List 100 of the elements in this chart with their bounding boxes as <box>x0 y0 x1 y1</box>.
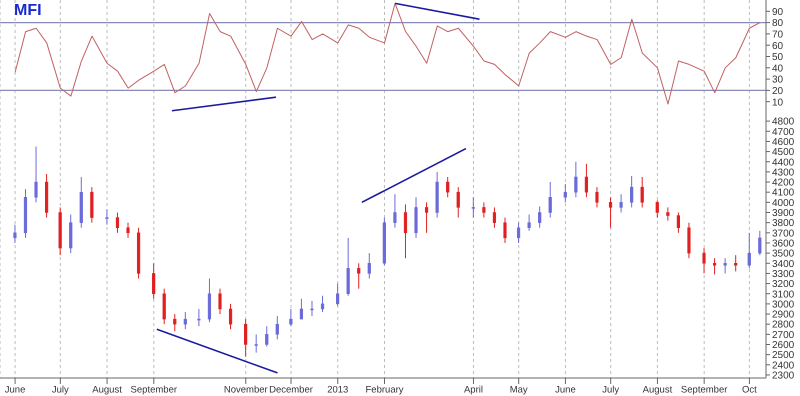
x-tick-label: July <box>602 384 620 396</box>
x-tick-label: December <box>269 384 313 396</box>
candlestick <box>472 196 475 218</box>
candlestick <box>584 163 588 198</box>
candlestick <box>336 283 340 306</box>
y-tick-label: 4300 <box>772 167 795 178</box>
y-tick-label: 3700 <box>772 228 795 240</box>
y-tick-label: 4600 <box>772 136 795 148</box>
candlestick <box>676 212 680 234</box>
candlestick <box>516 222 520 244</box>
y-tick-label: 2800 <box>772 320 795 331</box>
x-tick-label: February <box>366 384 404 396</box>
x-tick-label: June <box>4 384 26 396</box>
y-tick-label: 30 <box>772 74 784 86</box>
candlestick <box>404 204 408 259</box>
y-tick-label: 4700 <box>772 126 795 138</box>
x-tick-label: September <box>130 384 178 396</box>
y-tick-label: 3100 <box>772 289 795 300</box>
candlestick <box>13 224 17 244</box>
y-tick-label: 2600 <box>772 340 795 352</box>
y-tick-label: 3400 <box>772 258 795 270</box>
candlestick <box>254 334 258 354</box>
candlestick <box>265 326 268 348</box>
y-tick-label: 4100 <box>772 188 795 199</box>
candlestick <box>748 232 751 269</box>
candlestick <box>393 194 397 228</box>
y-tick-label: 4800 <box>772 116 795 128</box>
x-tick-label: August <box>642 384 673 396</box>
y-tick-label: 4200 <box>772 178 795 189</box>
y-tick-label: 4400 <box>772 157 795 168</box>
candlestick <box>630 175 634 208</box>
y-tick-label: 3500 <box>772 248 795 260</box>
y-tick-label: 4500 <box>772 147 795 158</box>
candlestick <box>528 214 531 232</box>
candlestick <box>34 146 38 203</box>
x-tick-label: July <box>52 384 70 396</box>
x-tick-label: August <box>92 384 122 396</box>
candlestick <box>712 258 716 275</box>
y-tick-label: 10 <box>772 97 784 108</box>
y-tick-label: 3200 <box>772 279 795 290</box>
candlestick <box>538 206 542 228</box>
candlestick <box>724 258 727 274</box>
candlestick <box>548 182 552 218</box>
x-tick-label: June <box>555 384 576 396</box>
y-tick-label: 80 <box>772 18 784 30</box>
x-tick-label: Oct <box>742 384 758 396</box>
candlestick <box>244 318 248 358</box>
candlestick <box>197 308 200 327</box>
y-tick-label: 60 <box>772 40 784 52</box>
candlestick <box>482 202 486 218</box>
candlestick <box>289 308 292 327</box>
y-tick-label: 4000 <box>772 198 795 209</box>
y-tick-label: 3300 <box>772 268 795 280</box>
candlestick <box>424 202 428 234</box>
x-tick-label: April <box>464 384 483 396</box>
x-tick-label: May <box>510 384 528 396</box>
candlestick <box>702 248 706 274</box>
candlestick <box>619 194 623 213</box>
y-tick-label: 2400 <box>772 360 795 372</box>
candlestick <box>640 176 644 208</box>
y-tick-label: 3800 <box>772 218 795 230</box>
candlestick <box>126 222 130 238</box>
candlestick <box>300 298 304 320</box>
candlestick <box>320 295 324 313</box>
y-tick-label: 50 <box>772 52 784 64</box>
candlestick <box>310 300 314 317</box>
candlestick <box>184 312 187 330</box>
candlestick <box>105 208 109 226</box>
candlestick <box>564 184 567 203</box>
candlestick <box>595 186 599 208</box>
candlestick <box>492 206 496 228</box>
candlestick <box>574 161 578 198</box>
candlestick <box>656 200 659 218</box>
chart-title: MFI <box>14 2 42 20</box>
candlestick <box>456 186 460 218</box>
candlestick <box>446 176 450 198</box>
candlestick <box>152 262 156 300</box>
candlestick <box>666 206 670 222</box>
candlestick <box>218 288 222 315</box>
y-tick-label: 2300 <box>772 370 795 382</box>
x-tick-label: November <box>224 384 268 396</box>
candlestick <box>276 316 279 340</box>
y-tick-label: 90 <box>772 6 784 18</box>
line-series <box>14 2 760 104</box>
candlestick <box>758 230 762 256</box>
y-tick-label: 20 <box>772 86 784 97</box>
candlestick <box>368 252 371 279</box>
candlestick <box>228 303 232 330</box>
candlestick <box>357 262 360 290</box>
x-tick-label: 2013 <box>327 384 348 396</box>
y-tick-label: 3000 <box>772 299 795 310</box>
y-tick-label: 3900 <box>772 208 795 220</box>
candlestick <box>503 217 507 244</box>
y-tick-label: 3600 <box>772 238 795 250</box>
y-tick-label: 2700 <box>772 330 795 341</box>
candlestick <box>173 314 176 332</box>
candlestick <box>734 254 738 272</box>
candlestick <box>116 212 120 234</box>
candlestick <box>608 196 612 228</box>
y-tick-label: 2500 <box>772 350 795 362</box>
